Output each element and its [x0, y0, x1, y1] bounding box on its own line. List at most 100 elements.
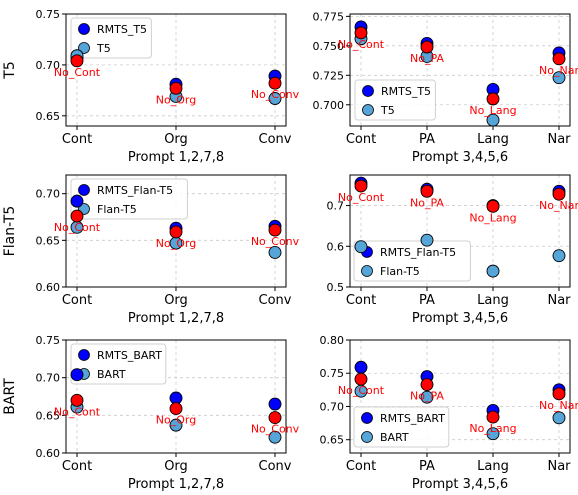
y-tick-label: 0.70 — [36, 59, 61, 72]
ablation-label: No_Conv — [251, 235, 300, 248]
legend-label: RMTS_Flan-T5 — [97, 184, 173, 197]
plot-frame — [349, 339, 571, 454]
point-ablation — [552, 52, 566, 66]
legend-box — [70, 343, 167, 385]
y-tick-label: 0.75 — [36, 334, 61, 347]
y-tick-label: 0.80 — [320, 334, 345, 347]
y-tick-label: 0.700 — [313, 99, 345, 112]
x-tick-label: Org — [164, 132, 188, 147]
y-tick-label: 0.725 — [313, 69, 345, 82]
point-main — [268, 397, 282, 411]
ablation-label: No_Conv — [251, 88, 300, 101]
legend-label: Flan-T5 — [380, 265, 420, 278]
ablation-label: No_Lang — [469, 104, 516, 117]
point-base — [486, 427, 500, 441]
point-ablation — [354, 372, 368, 386]
legend-label: BART — [97, 368, 126, 381]
y-tick-label: 0.6 — [327, 240, 345, 253]
x-tick-label: Lang — [477, 293, 509, 308]
plot-frame — [349, 13, 571, 127]
y-tick-label: 0.70 — [36, 188, 61, 201]
point-base — [354, 240, 368, 254]
x-tick-label: Cont — [62, 293, 92, 308]
ablation-label: No_Cont — [54, 221, 101, 234]
x-tick-label: PA — [419, 459, 435, 474]
point-ablation — [486, 410, 500, 424]
markers: No_Cont No_PA No_Lang No_Nar — [338, 176, 578, 278]
ablation-label: No_Org — [156, 237, 196, 250]
point-base — [268, 92, 282, 105]
markers: No_Cont No_PA No_Lang No_Nar — [338, 20, 578, 127]
legend-label: T5 — [380, 104, 395, 117]
ablation-label: No_PA — [410, 390, 444, 403]
x-tick-label: Nar — [547, 132, 571, 147]
point-ablation — [552, 187, 566, 201]
legend-marker — [78, 42, 90, 54]
x-axis-label: Prompt 3,4,5,6 — [412, 311, 508, 326]
point-base — [268, 246, 282, 259]
point-main — [354, 360, 368, 374]
panel-3: 0.60 0.65 0.70 Cont Org Conv Prompt 1,2,7,8 Fla… — [2, 174, 300, 326]
y-tick-label: 0.750 — [313, 40, 345, 53]
legend-label: T5 — [96, 42, 111, 55]
ablation-label: No_Nar — [539, 199, 578, 212]
point-base — [486, 113, 500, 127]
point-ablation — [354, 179, 368, 193]
legend-label: RMTS_BART — [97, 349, 162, 362]
y-tick-label: 0.7 — [327, 200, 345, 213]
legend: RMTS_T5 T5 — [70, 17, 152, 59]
panel-6: 0.65 0.70 0.75 0.80 Cont PA Lang Nar Prompt 3,4,… — [320, 334, 578, 492]
point-base — [552, 71, 566, 85]
y-tick-label: 0.65 — [320, 434, 345, 447]
point-base — [169, 418, 183, 432]
legend-marker — [78, 23, 90, 35]
point-ablation — [486, 199, 500, 213]
x-axis-label: Prompt 3,4,5,6 — [412, 150, 508, 165]
ablation-label: No_Lang — [469, 422, 516, 435]
point-ablation — [169, 225, 183, 239]
x-tick-label: Conv — [259, 132, 292, 147]
legend-label: RMTS_T5 — [381, 85, 431, 98]
legend-box — [70, 17, 152, 59]
x-tick-label: PA — [419, 132, 435, 147]
ablation-label: No_Org — [156, 414, 196, 427]
legend-label: RMTS_BART — [380, 412, 445, 425]
y-tick-label: 0.5 — [327, 281, 345, 294]
x-tick-label: Lang — [477, 132, 509, 147]
panel-5: 0.60 0.65 0.70 0.75 Cont Org Conv Prompt 1,2,7,… — [2, 334, 300, 492]
ablation-label: No_Cont — [338, 191, 385, 204]
point-ablation — [354, 26, 368, 40]
y-tick-label: 0.70 — [36, 372, 61, 385]
point-main — [70, 194, 84, 208]
ablation-label: No_PA — [410, 52, 444, 65]
legend-marker — [361, 265, 373, 277]
point-ablation — [70, 54, 84, 68]
y-tick-label: 0.65 — [36, 409, 61, 422]
point-ablation — [420, 40, 434, 54]
point-base — [552, 249, 566, 263]
y-axis-label: BART — [2, 378, 18, 415]
legend-marker — [78, 349, 90, 361]
x-tick-label: Conv — [259, 459, 292, 474]
point-ablation — [420, 184, 434, 198]
x-tick-label: Cont — [346, 293, 376, 308]
markers: No_Cont No_Org No_Conv — [54, 368, 300, 444]
y-tick-label: 0.70 — [320, 400, 345, 413]
x-tick-label: Cont — [346, 132, 376, 147]
point-base — [552, 411, 566, 425]
legend: RMTS_Flan-T5 Flan-T5 — [353, 240, 471, 282]
legend-box — [354, 79, 436, 121]
markers: No_Cont No_Org No_Conv — [54, 194, 300, 259]
legend: RMTS_BART BART — [70, 343, 167, 385]
y-tick-label: 0.65 — [36, 110, 61, 123]
ablation-label: No_Lang — [469, 211, 516, 224]
point-main — [70, 368, 84, 382]
x-tick-label: PA — [419, 293, 435, 308]
y-tick-label: 0.65 — [36, 234, 61, 247]
y-axis-label: Flan-T5 — [2, 206, 18, 257]
x-tick-label: Cont — [62, 132, 92, 147]
ablation-label: No_Cont — [54, 66, 101, 79]
x-axis-label: Prompt 1,2,7,8 — [128, 150, 224, 165]
panel-4: 0.5 0.6 0.7 Cont PA Lang Nar Prompt 3,4,5,6 RMTS… — [327, 174, 578, 326]
legend-box — [353, 240, 471, 282]
